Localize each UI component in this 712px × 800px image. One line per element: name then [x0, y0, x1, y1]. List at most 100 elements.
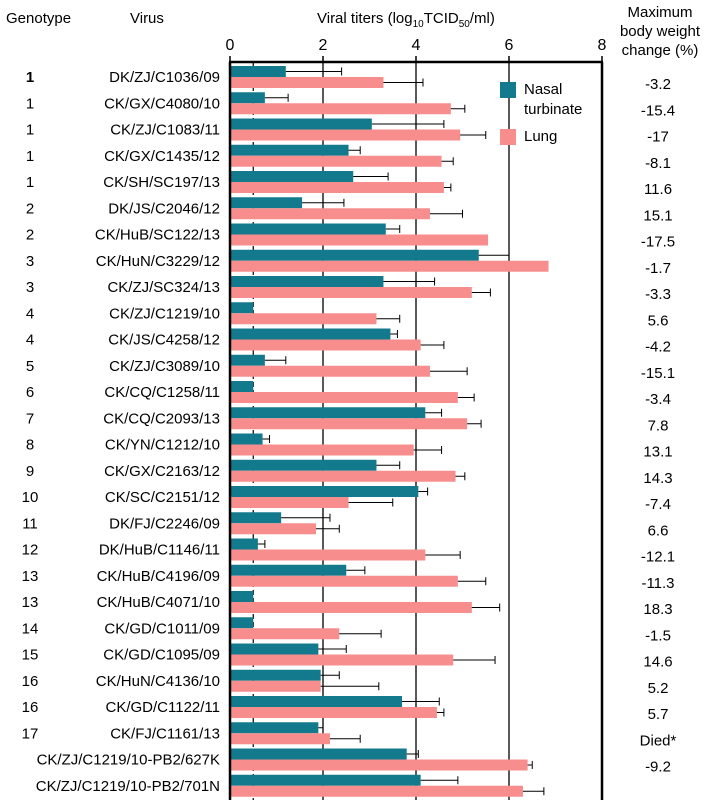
bar-nasal-turbinate [230, 171, 354, 182]
weight-header-line: body weight [619, 23, 701, 40]
bar-lung [230, 549, 426, 561]
weight-change-value: Died* [640, 732, 677, 749]
bar-lung [230, 680, 321, 692]
weight-header-line: Maximum [627, 4, 693, 21]
x-tick-label: 4 [412, 37, 421, 54]
bar-nasal-turbinate [230, 696, 403, 707]
legend-nasal-turbinate: Nasal turbinate [500, 80, 582, 120]
genotype-label: 1 [26, 174, 34, 191]
bar-lung [230, 575, 458, 587]
weight-change-value: -11.3 [641, 575, 674, 592]
bar-lung [230, 182, 444, 193]
weight-change-value: -3.3 [645, 286, 671, 303]
weight-change-value: -8.1 [645, 155, 671, 172]
bar-nasal-turbinate [230, 118, 372, 130]
genotype-label: 15 [22, 647, 39, 664]
genotype-label: 14 [22, 620, 39, 637]
genotype-label: 2 [26, 227, 34, 244]
weight-change-value: -7.4 [645, 496, 671, 513]
weight-change-value: -3.4 [645, 391, 671, 408]
weight-change-value: -12.1 [641, 549, 675, 566]
genotype-label: 3 [26, 279, 34, 296]
bar-nasal-turbinate [230, 66, 286, 77]
bar-lung [230, 523, 317, 535]
virus-column-header: Virus [130, 10, 164, 27]
bar-lung [230, 470, 456, 482]
virus-label: CK/HuN/C4136/10 [96, 673, 220, 690]
virus-label: CK/ZJ/C1083/11 [110, 122, 220, 139]
bar-nasal-turbinate [230, 722, 319, 734]
weight-change-column-header: Maximum body weight change (%) [610, 3, 710, 60]
virus-label: DK/FJ/C2246/09 [109, 515, 220, 532]
genotype-label: 17 [22, 725, 39, 742]
weight-change-value: -17 [647, 129, 669, 146]
bar-lung [230, 444, 414, 456]
weight-change-value: 6.6 [648, 522, 669, 539]
genotype-label: 10 [22, 489, 39, 506]
weight-change-value: -15.1 [641, 365, 675, 382]
bar-nasal-turbinate [230, 617, 254, 629]
bar-lung [230, 392, 458, 403]
weight-change-value: 5.6 [648, 312, 669, 329]
genotype-label: 8 [26, 437, 34, 454]
genotype-label: 6 [26, 384, 34, 401]
genotype-column-header: Genotype [6, 10, 72, 27]
bar-nasal-turbinate [230, 643, 319, 655]
bar-nasal-turbinate [230, 249, 479, 261]
genotype-label: 1 [26, 122, 34, 139]
x-axis-title-part: Viral titers (log [317, 10, 413, 27]
bar-nasal-turbinate [230, 144, 349, 156]
weight-header-line: change (%) [621, 42, 699, 59]
bar-lung [230, 234, 489, 246]
virus-label: DK/ZJ/C1036/09 [109, 69, 220, 86]
bar-nasal-turbinate [230, 591, 254, 602]
virus-label: CK/ZJ/C1219/10-PB2/627K [37, 752, 220, 769]
bar-lung [230, 103, 451, 115]
weight-change-value: 5.7 [648, 706, 669, 723]
genotype-label: 1 [26, 95, 34, 112]
virus-label: CK/CQ/C2093/13 [103, 410, 220, 427]
weight-change-value: 7.8 [648, 417, 669, 434]
bar-nasal-turbinate [230, 748, 407, 760]
legend-lung: Lung [500, 127, 557, 147]
bar-lung [230, 155, 442, 167]
bar-nasal-turbinate [230, 381, 254, 392]
virus-label: CK/ZJ/SC324/13 [107, 279, 220, 296]
bar-nasal-turbinate [230, 197, 303, 209]
x-axis-title: Viral titers (log10TCID50/ml) [317, 10, 495, 30]
bar-nasal-turbinate [230, 538, 258, 550]
bar-nasal-turbinate [230, 564, 347, 576]
bar-nasal-turbinate [230, 512, 282, 524]
weight-change-value: 11.6 [644, 181, 672, 198]
x-axis-title-subscript: 50 [458, 19, 470, 30]
bar-nasal-turbinate [230, 459, 377, 471]
bar-lung [230, 208, 430, 220]
weight-change-value: -1.7 [645, 260, 671, 277]
weight-change-value: -17.5 [641, 234, 675, 251]
bar-nasal-turbinate [230, 433, 263, 445]
bar-nasal-turbinate [230, 669, 321, 681]
genotype-label: 16 [22, 699, 39, 716]
genotype-label: 4 [26, 305, 34, 322]
bar-nasal-turbinate [230, 276, 384, 287]
x-axis-title-subscript: 10 [412, 19, 424, 30]
virus-label: CK/GX/C4080/10 [104, 95, 220, 112]
x-tick-label: 0 [226, 37, 235, 54]
bar-lung [230, 602, 472, 613]
virus-label: CK/HuB/C4196/09 [97, 568, 220, 585]
weight-change-value: -1.5 [645, 627, 671, 644]
bar-nasal-turbinate [230, 302, 254, 314]
virus-label: CK/ZJ/C1219/10 [109, 305, 220, 322]
bar-lung [230, 497, 349, 508]
genotype-label: 11 [22, 515, 38, 532]
virus-label: CK/GX/C2163/12 [104, 463, 220, 480]
x-tick-label: 6 [505, 37, 514, 54]
weight-change-value: 5.2 [648, 680, 669, 697]
virus-label: CK/ZJ/C1219/10-PB2/701N [36, 778, 220, 795]
genotype-label: 3 [26, 253, 34, 270]
genotype-label: 13 [22, 568, 39, 585]
bar-nasal-turbinate [230, 407, 426, 419]
genotype-label: 1 [26, 148, 34, 165]
